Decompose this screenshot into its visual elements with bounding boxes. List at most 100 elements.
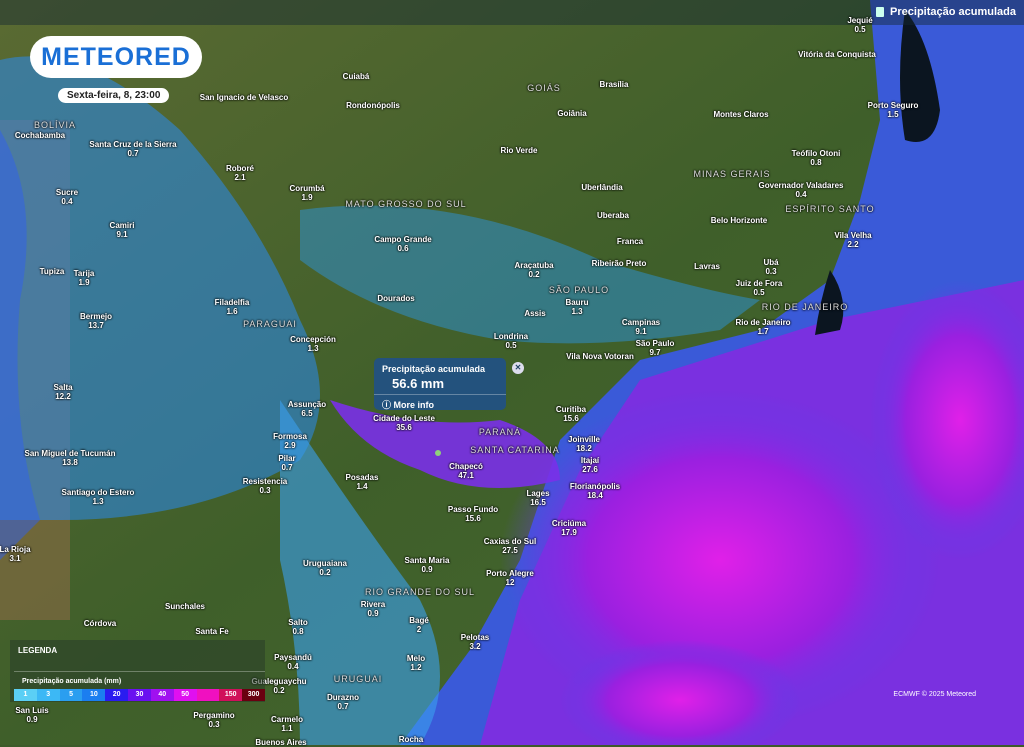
city-label[interactable]: Araçatuba 0.2 <box>514 261 553 279</box>
city-label[interactable]: Uberaba <box>597 211 629 220</box>
city-label[interactable]: La Rioja 3.1 <box>0 545 31 563</box>
city-label[interactable]: Joinville 18.2 <box>568 435 600 453</box>
city-label[interactable]: Uberlândia <box>581 183 622 192</box>
city-label[interactable]: Tarija 1.9 <box>74 269 95 287</box>
city-label[interactable]: Governador Valadares 0.4 <box>759 181 844 199</box>
city-label[interactable]: Criciúma 17.9 <box>552 519 586 537</box>
city-label[interactable]: Vitória da Conquista <box>798 50 876 59</box>
city-label[interactable]: Dourados <box>377 294 414 303</box>
city-label[interactable]: Belo Horizonte <box>711 216 767 225</box>
city-label[interactable]: Salta 12.2 <box>53 383 72 401</box>
popup-title: Precipitação acumulada <box>382 364 486 374</box>
city-label[interactable]: Rocha <box>399 735 423 744</box>
city-label[interactable]: Bermejo 13.7 <box>80 312 112 330</box>
city-label[interactable]: San Luis 0.9 <box>15 706 48 724</box>
meteored-logo[interactable]: METEORED <box>30 36 202 78</box>
city-label[interactable]: Assunção 6.5 <box>288 400 326 418</box>
city-label[interactable]: Sucre 0.4 <box>56 188 78 206</box>
city-label[interactable]: Rio de Janeiro 1.7 <box>735 318 790 336</box>
city-label[interactable]: Itajaí 27.6 <box>581 456 599 474</box>
city-label[interactable]: Rio Verde <box>501 146 538 155</box>
city-label[interactable]: Santa Maria 0.9 <box>405 556 450 574</box>
city-label[interactable]: Ubá 0.3 <box>763 258 778 276</box>
city-name: Santa Cruz de la Sierra <box>89 140 177 149</box>
city-label[interactable]: Roboré 2.1 <box>226 164 254 182</box>
city-label[interactable]: Gualeguaychu 0.2 <box>251 677 306 695</box>
city-label[interactable]: Florianópolis 18.4 <box>570 482 620 500</box>
city-label[interactable]: Porto Alegre 12 <box>486 569 534 587</box>
top-bar: Precipitação acumulada <box>0 0 1024 25</box>
city-label[interactable]: San Ignacio de Velasco <box>200 93 288 102</box>
city-label[interactable]: Passo Fundo 15.6 <box>448 505 498 523</box>
forecast-date[interactable]: Sexta-feira, 8, 23:00 <box>58 88 170 103</box>
city-label[interactable]: Pergamino 0.3 <box>193 711 234 729</box>
city-label[interactable]: Camiri 9.1 <box>110 221 135 239</box>
city-name: Bermejo <box>79 312 113 321</box>
color-scale: 1 3 5 10 20 30 40 50 150 300 <box>14 689 265 701</box>
city-label[interactable]: Santiago do Estero 1.3 <box>62 488 135 506</box>
city-label[interactable]: Rondonópolis <box>346 101 400 110</box>
city-label[interactable]: Pelotas 3.2 <box>461 633 489 651</box>
city-label[interactable]: Durazno 0.7 <box>327 693 359 711</box>
city-label[interactable]: Ribeirão Preto <box>592 259 647 268</box>
close-icon[interactable]: ✕ <box>512 362 524 374</box>
city-label[interactable]: Montes Claros <box>713 110 768 119</box>
city-label[interactable]: Curitiba 15.6 <box>556 405 586 423</box>
more-info-link[interactable]: ⓘ More info <box>382 400 435 410</box>
city-label[interactable]: Jequié 0.5 <box>847 16 872 34</box>
legend-subtitle: Precipitação acumulada (mm) <box>22 678 122 685</box>
city-label[interactable]: Melo 1.2 <box>407 654 425 672</box>
city-label[interactable]: Buenos Aires <box>255 738 306 747</box>
city-label[interactable]: Vila Nova Votoran <box>566 352 634 361</box>
city-label[interactable]: Santa Fe <box>195 627 228 636</box>
city-label[interactable]: Filadelfia 1.6 <box>215 298 250 316</box>
city-label[interactable]: Carmelo 1.1 <box>271 715 303 733</box>
city-name: Porto Seguro <box>867 101 919 110</box>
city-label[interactable]: Goiânia <box>557 109 586 118</box>
city-label[interactable]: Cuiabá <box>343 72 370 81</box>
city-label[interactable]: Córdova <box>84 619 116 628</box>
city-label[interactable]: Concepción 1.3 <box>290 335 336 353</box>
location-marker[interactable] <box>435 450 441 456</box>
city-precip-value: 1.9 <box>78 278 90 287</box>
city-label[interactable]: Juiz de Fora 0.5 <box>736 279 783 297</box>
city-label[interactable]: Campo Grande 0.6 <box>374 235 431 253</box>
city-label[interactable]: Formosa 2.9 <box>273 432 307 450</box>
city-label[interactable]: Lavras <box>694 262 720 271</box>
city-label[interactable]: Paysandú 0.4 <box>274 653 312 671</box>
city-label[interactable]: Corumbá 1.9 <box>289 184 324 202</box>
city-name: Joinville <box>567 435 601 444</box>
city-label[interactable]: São Paulo 9.7 <box>636 339 675 357</box>
city-label[interactable]: Campinas 9.1 <box>622 318 660 336</box>
city-label[interactable]: Cochabamba <box>15 131 65 140</box>
city-label[interactable]: Bagé 2 <box>409 616 429 634</box>
layer-selector[interactable]: Precipitação acumulada <box>876 6 1016 18</box>
city-label[interactable]: Santa Cruz de la Sierra 0.7 <box>89 140 176 158</box>
city-label[interactable]: Franca <box>617 237 643 246</box>
city-label[interactable]: Teófilo Otoni 0.8 <box>792 149 841 167</box>
city-label[interactable]: Londrina 0.5 <box>494 332 528 350</box>
city-label[interactable]: Cidade do Leste 35.6 <box>373 414 435 432</box>
city-precip-value: 1.3 <box>307 344 319 353</box>
city-label[interactable]: Rivera 0.9 <box>361 600 385 618</box>
city-label[interactable]: Resistencia 0.3 <box>243 477 287 495</box>
city-label[interactable]: Salto 0.8 <box>288 618 308 636</box>
city-label[interactable]: Caxias do Sul 27.5 <box>484 537 536 555</box>
city-label[interactable]: Vila Velha 2.2 <box>834 231 871 249</box>
city-label[interactable]: Assis <box>524 309 545 318</box>
city-label[interactable]: Uruguaiana 0.2 <box>303 559 347 577</box>
city-label[interactable]: Tupiza <box>40 267 65 276</box>
city-label[interactable]: San Miguel de Tucumán 13.8 <box>25 449 116 467</box>
city-label[interactable]: Posadas 1.4 <box>346 473 379 491</box>
city-label[interactable]: Bauru 1.3 <box>565 298 588 316</box>
city-label[interactable]: Pilar 0.7 <box>278 454 295 472</box>
legend-step: 40 <box>150 689 174 701</box>
city-label[interactable]: Porto Seguro 1.5 <box>868 101 919 119</box>
city-label[interactable]: Sunchales <box>165 602 205 611</box>
region-label: ESPÍRITO SANTO <box>785 204 875 214</box>
city-precip-value: 1.2 <box>410 663 422 672</box>
city-label[interactable]: Chapecó 47.1 <box>449 462 483 480</box>
city-label[interactable]: Brasília <box>600 80 629 89</box>
city-label[interactable]: Lages 16.5 <box>526 489 549 507</box>
